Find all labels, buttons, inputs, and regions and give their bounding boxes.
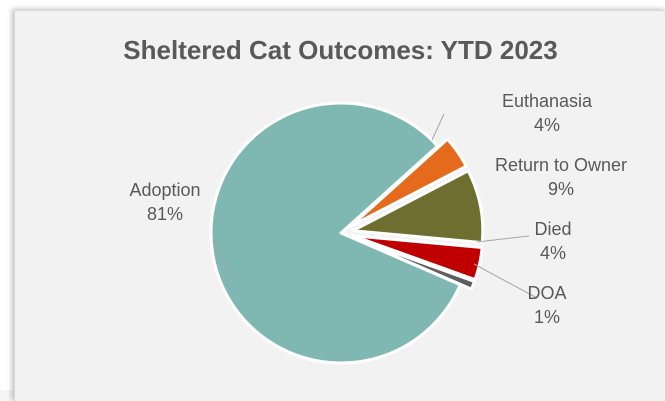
leader-lines [214,113,538,299]
pie-slice-euthanasia [349,137,468,228]
leader-line-adoption [214,242,230,274]
pie-slice-return-to-owner [351,169,485,245]
chart-area: Sheltered Cat Outcomes: YTD 2023 Euthana… [14,10,665,401]
chart-title: Sheltered Cat Outcomes: YTD 2023 [123,35,558,65]
data-label-value-died: 4% [540,243,566,263]
pie-slices [209,101,485,365]
data-label-name-doa: DOA [527,283,566,303]
data-label-value-adoption: 81% [147,204,183,224]
data-label-value-euthanasia: 4% [534,115,560,135]
data-label-name-died: Died [534,219,571,239]
chart-frame: Sheltered Cat Outcomes: YTD 2023 Euthana… [14,10,665,401]
pie-slice-died [351,234,484,282]
data-label-name-euthanasia: Euthanasia [502,91,593,111]
data-label-name-return-to-owner: Return to Owner [495,155,627,175]
data-labels: Euthanasia 4% Return to Owner 9% Died 4% DOA 1%… [129,91,627,327]
leader-line-euthanasia [431,113,445,141]
leader-line-died [476,235,530,243]
data-label-value-doa: 1% [534,307,560,327]
pie-slice-adoption [209,101,462,365]
pie-chart: Euthanasia 4% Return to Owner 9% Died 4% DOA 1%… [129,91,627,365]
data-label-name-adoption: Adoption [129,180,200,200]
leader-line-doa [473,263,538,299]
data-label-value-return-to-owner: 9% [548,179,574,199]
